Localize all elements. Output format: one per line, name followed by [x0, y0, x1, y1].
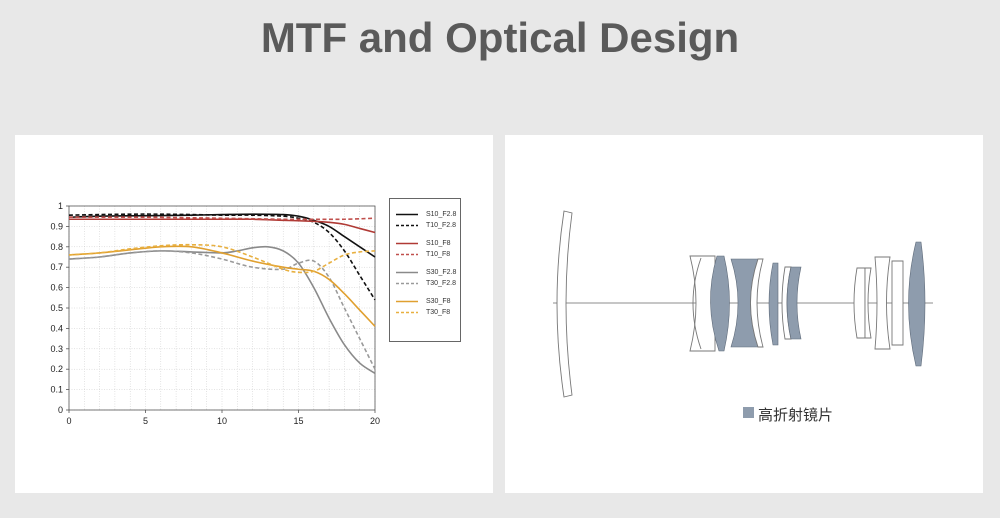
- y-tick-label: 0.3: [50, 344, 63, 354]
- x-tick-label: 20: [370, 416, 380, 426]
- legend-swatch: [396, 282, 418, 285]
- chart-legend: S10_F2.8 T10_F2.8 S10_F8 T10_F8 S30_F2.8 T30_…: [389, 198, 461, 342]
- y-tick-label: 0.7: [50, 262, 63, 272]
- legend-label: S10_F2.8: [426, 211, 457, 218]
- legend-swatch: [396, 300, 418, 303]
- y-tick-label: 0.5: [50, 303, 63, 313]
- high-refraction-label: 高折射镜片: [758, 406, 834, 424]
- legend-label: S10_F8: [426, 240, 451, 247]
- lens-element-3: [692, 257, 702, 350]
- high-refraction-swatch: [743, 407, 754, 418]
- legend-item-t10-f8: T10_F8: [394, 250, 458, 259]
- legend-item-t10-f2-8: T10_F2.8: [394, 221, 458, 230]
- lens-element-2: [689, 255, 716, 352]
- y-tick-label: 1: [58, 201, 63, 211]
- legend-swatch: [396, 213, 418, 216]
- legend-item-s30-f8: S30_F8: [394, 297, 458, 306]
- y-tick-label: 0.4: [50, 323, 63, 333]
- legend-swatch: [396, 224, 418, 227]
- page-title: MTF and Optical Design: [260, 14, 740, 61]
- series-line-t30-f8: [68, 243, 376, 274]
- y-tick-label: 0.2: [50, 364, 63, 374]
- legend-swatch: [396, 311, 418, 314]
- series-line-s10-f2-8: [68, 213, 376, 258]
- legend-label: T30_F2.8: [426, 280, 456, 287]
- series-line-t30-f2-8: [68, 250, 376, 370]
- series-line-t10-f8: [68, 216, 376, 221]
- mtf-chart: 0 5 10 15 20 0 0.1 0.2 0.3 0.4 0.5 0.6 0.7 0.8 0.9 1: [50, 201, 380, 426]
- x-tick-label: 10: [217, 416, 227, 426]
- legend-label: T10_F2.8: [426, 222, 456, 229]
- y-tick-label: 0: [58, 405, 63, 415]
- lens-element-6: [750, 258, 764, 348]
- lens-element-14: [908, 241, 926, 367]
- lens-element-11: [864, 267, 872, 339]
- x-tick-label: 15: [293, 416, 303, 426]
- mtf-chart-panel: 0 5 10 15 20 0 0.1 0.2 0.3 0.4 0.5 0.6 0.7 0.8 0.9 1 S1…: [15, 135, 493, 493]
- legend-item-s30-f2-8: S30_F2.8: [394, 268, 458, 277]
- legend-label: T10_F8: [426, 251, 451, 258]
- legend-label: T30_F8: [426, 309, 451, 316]
- legend-swatch: [396, 242, 418, 245]
- lens-element-4: [710, 255, 730, 352]
- lens-element-1: [556, 210, 573, 398]
- lens-element-7: [768, 262, 779, 346]
- legend-swatch: [396, 271, 418, 274]
- legend-swatch: [396, 253, 418, 256]
- y-tick-label: 0.1: [50, 385, 63, 395]
- legend-label: S30_F2.8: [426, 269, 457, 276]
- y-tick-label: 0.9: [50, 221, 63, 231]
- lens-element-13: [891, 260, 904, 346]
- legend-item-s10-f8: S10_F8: [394, 239, 458, 248]
- lens-diagram: [553, 210, 933, 398]
- optical-design-panel: 高折射镜片: [505, 135, 983, 493]
- x-tick-label: 0: [66, 416, 71, 426]
- x-tick-label: 5: [143, 416, 148, 426]
- series-line-s30-f2-8: [68, 245, 376, 374]
- legend-item-t30-f2-8: T30_F2.8: [394, 279, 458, 288]
- y-tick-label: 0.8: [50, 242, 63, 252]
- legend-item-t30-f8: T30_F8: [394, 308, 458, 317]
- lens-element-9: [786, 266, 802, 340]
- y-tick-label: 0.6: [50, 283, 63, 293]
- legend-label: S30_F8: [426, 298, 451, 305]
- lens-element-10: [853, 267, 866, 339]
- series-line-s30-f8: [68, 245, 376, 327]
- lens-element-12: [874, 256, 891, 350]
- legend-item-s10-f2-8: S10_F2.8: [394, 210, 458, 219]
